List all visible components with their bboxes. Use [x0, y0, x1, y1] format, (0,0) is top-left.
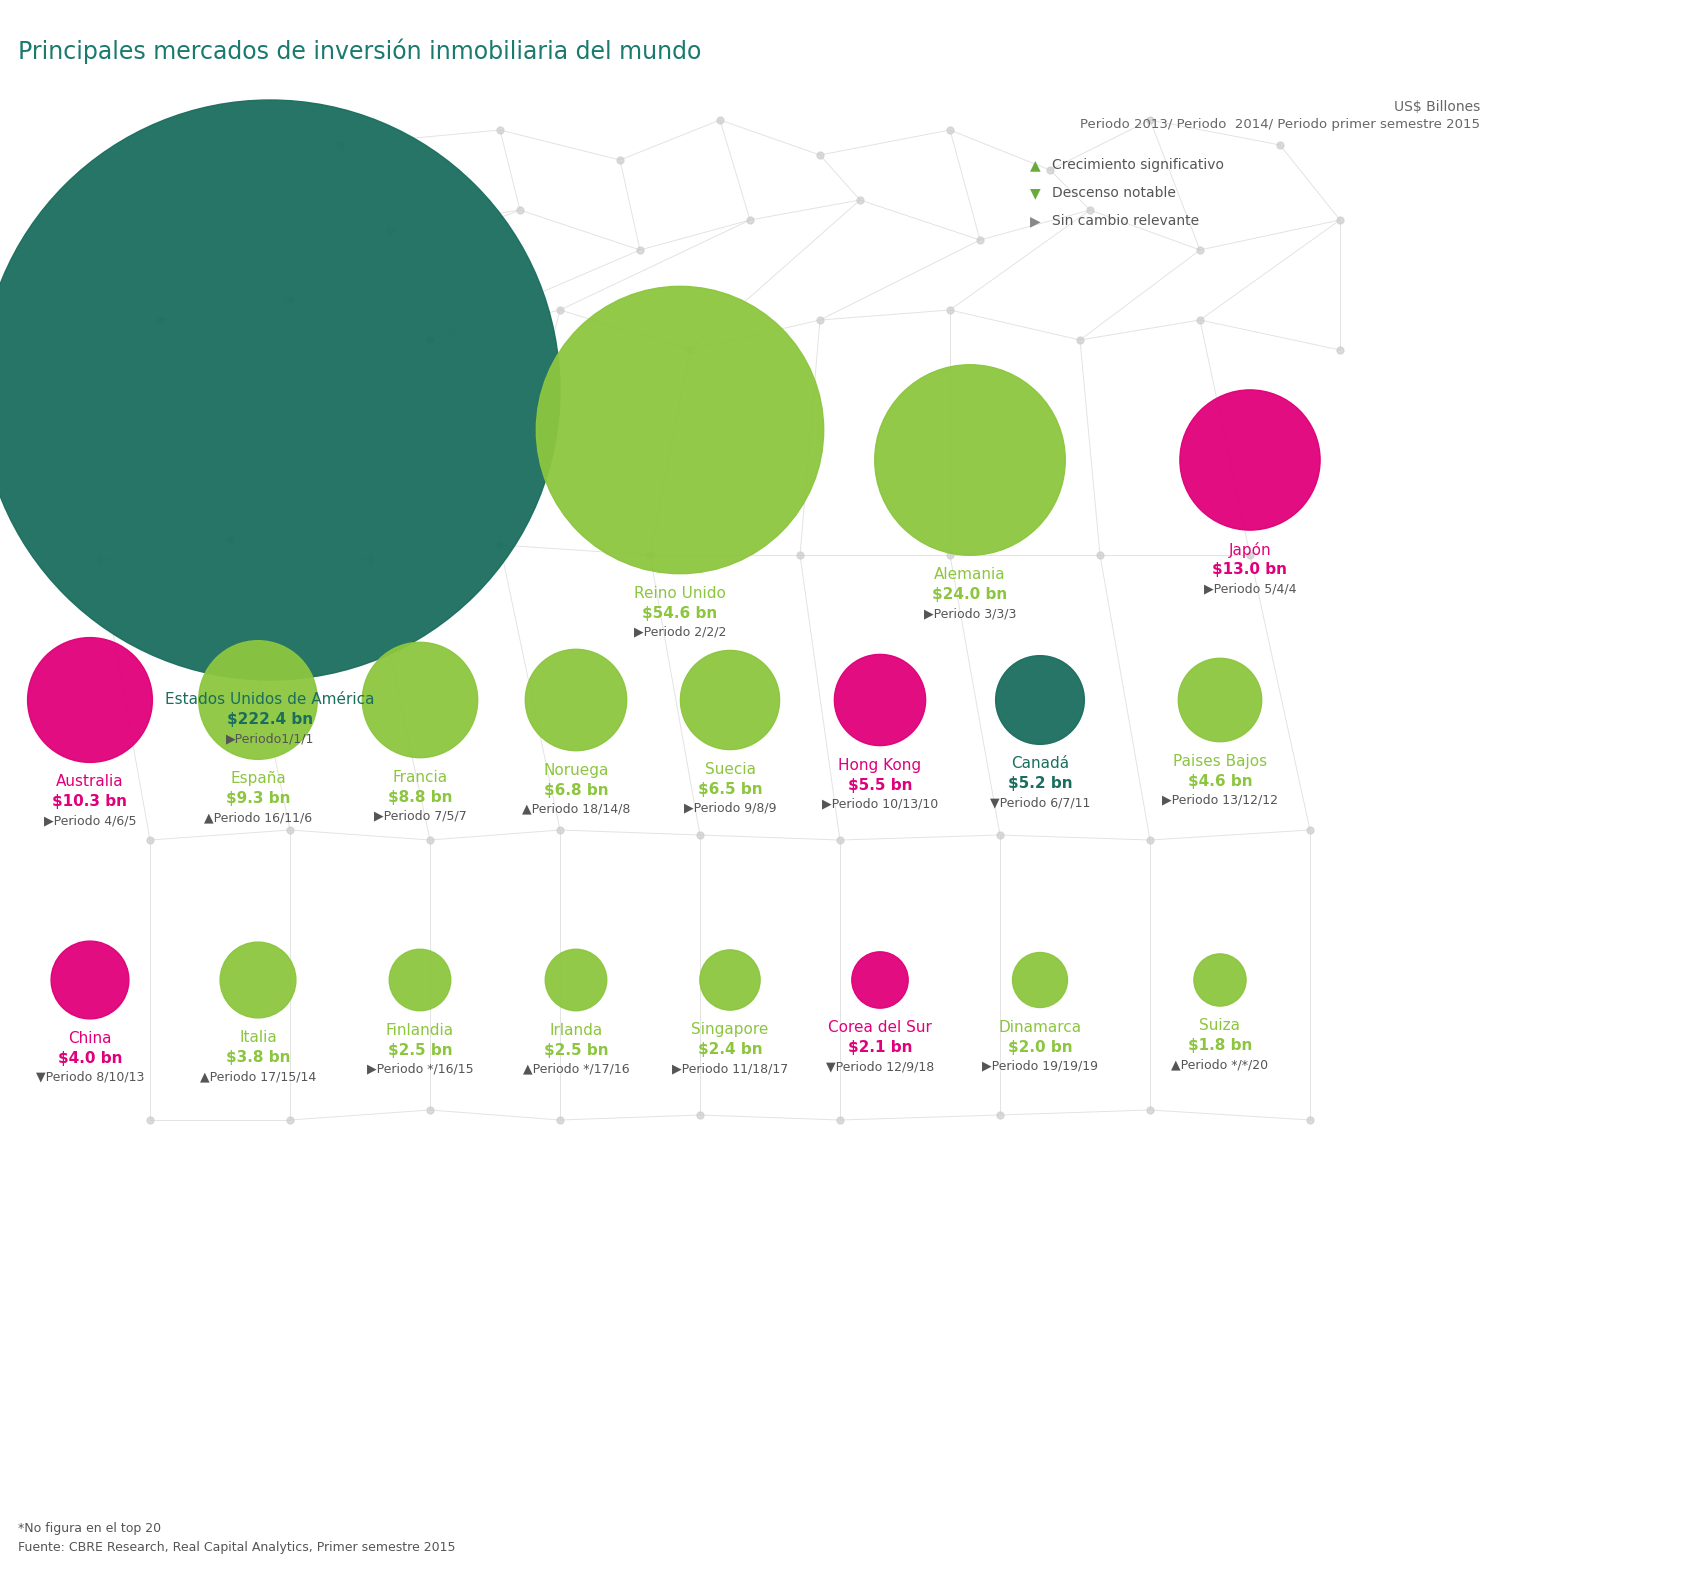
- Text: Irlanda: Irlanda: [549, 1023, 603, 1038]
- Text: $54.6 bn: $54.6 bn: [642, 606, 717, 621]
- Text: ▶Periodo 13/12/12: ▶Periodo 13/12/12: [1163, 793, 1278, 807]
- Text: China: China: [68, 1031, 112, 1046]
- Text: $2.4 bn: $2.4 bn: [698, 1042, 763, 1057]
- Text: Suiza: Suiza: [1200, 1019, 1241, 1033]
- Circle shape: [995, 656, 1085, 744]
- Text: ▶Periodo 7/5/7: ▶Periodo 7/5/7: [373, 809, 466, 823]
- Text: ▶Periodo 19/19/19: ▶Periodo 19/19/19: [981, 1060, 1098, 1072]
- Text: US$ Billones: US$ Billones: [1393, 99, 1480, 114]
- Text: Canadá: Canadá: [1010, 757, 1070, 771]
- Text: $5.2 bn: $5.2 bn: [1009, 776, 1073, 792]
- Text: $2.5 bn: $2.5 bn: [544, 1042, 609, 1058]
- Text: $6.8 bn: $6.8 bn: [544, 782, 609, 798]
- Text: ▶Periodo 5/4/4: ▶Periodo 5/4/4: [1203, 582, 1297, 595]
- Text: Finlandia: Finlandia: [386, 1023, 454, 1038]
- Text: ▼Periodo 6/7/11: ▼Periodo 6/7/11: [990, 796, 1090, 809]
- Text: Paises Bajos: Paises Bajos: [1173, 754, 1268, 768]
- Circle shape: [390, 949, 451, 1011]
- Text: $13.0 bn: $13.0 bn: [1212, 561, 1288, 577]
- Text: Principales mercados de inversión inmobiliaria del mundo: Principales mercados de inversión inmobi…: [19, 38, 702, 63]
- Text: Descenso notable: Descenso notable: [1053, 186, 1176, 200]
- Text: *No figura en el top 20: *No figura en el top 20: [19, 1522, 161, 1534]
- Text: Periodo 2013/ Periodo  2014/ Periodo primer semestre 2015: Periodo 2013/ Periodo 2014/ Periodo prim…: [1080, 118, 1480, 131]
- Text: Japón: Japón: [1229, 542, 1271, 558]
- Circle shape: [834, 654, 925, 746]
- Circle shape: [546, 949, 607, 1011]
- Circle shape: [0, 99, 559, 680]
- Text: $9.3 bn: $9.3 bn: [225, 792, 290, 806]
- Text: ▶Periodo 4/6/5: ▶Periodo 4/6/5: [44, 814, 136, 828]
- Text: Francia: Francia: [393, 770, 447, 785]
- Circle shape: [525, 650, 627, 751]
- Text: $4.0 bn: $4.0 bn: [58, 1050, 122, 1066]
- Circle shape: [220, 941, 297, 1017]
- Circle shape: [536, 287, 824, 574]
- Text: $1.8 bn: $1.8 bn: [1188, 1038, 1253, 1053]
- Text: Australia: Australia: [56, 774, 124, 790]
- Text: ▲Periodo 17/15/14: ▲Periodo 17/15/14: [200, 1069, 317, 1083]
- Text: $6.5 bn: $6.5 bn: [698, 782, 763, 796]
- Circle shape: [1180, 390, 1320, 530]
- Text: $2.0 bn: $2.0 bn: [1009, 1039, 1073, 1055]
- Text: Estados Unidos de América: Estados Unidos de América: [164, 692, 375, 706]
- Text: ▼Periodo 12/9/18: ▼Periodo 12/9/18: [825, 1060, 934, 1074]
- Text: ▲Periodo 16/11/6: ▲Periodo 16/11/6: [203, 811, 312, 825]
- Text: ▲Periodo */17/16: ▲Periodo */17/16: [522, 1063, 629, 1076]
- Circle shape: [1193, 954, 1246, 1006]
- Text: Reino Unido: Reino Unido: [634, 585, 725, 601]
- Text: ▶Periodo 3/3/3: ▶Periodo 3/3/3: [924, 607, 1017, 620]
- Text: Crecimiento significativo: Crecimiento significativo: [1053, 158, 1224, 172]
- Circle shape: [198, 640, 317, 759]
- Text: ▲: ▲: [1031, 158, 1041, 172]
- Text: $24.0 bn: $24.0 bn: [932, 587, 1007, 602]
- Circle shape: [27, 637, 153, 762]
- Text: $8.8 bn: $8.8 bn: [388, 790, 453, 804]
- Text: Hong Kong: Hong Kong: [839, 757, 922, 773]
- Circle shape: [680, 650, 780, 749]
- Text: ▶Periodo 2/2/2: ▶Periodo 2/2/2: [634, 626, 725, 639]
- Text: $2.5 bn: $2.5 bn: [388, 1042, 453, 1058]
- Text: $3.8 bn: $3.8 bn: [225, 1050, 290, 1064]
- Circle shape: [875, 364, 1064, 555]
- Circle shape: [363, 642, 478, 757]
- Text: $10.3 bn: $10.3 bn: [53, 795, 127, 809]
- Circle shape: [853, 953, 909, 1008]
- Text: Italia: Italia: [239, 1030, 276, 1046]
- Text: ▲Periodo 18/14/8: ▲Periodo 18/14/8: [522, 803, 631, 815]
- Text: Fuente: CBRE Research, Real Capital Analytics, Primer semestre 2015: Fuente: CBRE Research, Real Capital Anal…: [19, 1541, 456, 1553]
- Text: ▶Periodo */16/15: ▶Periodo */16/15: [366, 1063, 473, 1076]
- Text: Dinamarca: Dinamarca: [998, 1019, 1081, 1035]
- Text: $5.5 bn: $5.5 bn: [848, 777, 912, 793]
- Circle shape: [1012, 953, 1068, 1008]
- Text: Alemania: Alemania: [934, 568, 1005, 582]
- Text: $4.6 bn: $4.6 bn: [1188, 774, 1253, 788]
- Text: $2.1 bn: $2.1 bn: [848, 1041, 912, 1055]
- Text: ▶Periodo 10/13/10: ▶Periodo 10/13/10: [822, 798, 937, 811]
- Text: Singapore: Singapore: [692, 1022, 770, 1038]
- Text: ▶Periodo1/1/1: ▶Periodo1/1/1: [225, 732, 314, 744]
- Text: ▶Periodo 11/18/17: ▶Periodo 11/18/17: [671, 1063, 788, 1076]
- Text: ▼Periodo 8/10/13: ▼Periodo 8/10/13: [36, 1071, 144, 1083]
- Text: Noruega: Noruega: [544, 763, 609, 777]
- Text: ▲Periodo */*/20: ▲Periodo */*/20: [1171, 1058, 1268, 1071]
- Circle shape: [700, 949, 759, 1011]
- Text: Sin cambio relevante: Sin cambio relevante: [1053, 214, 1198, 229]
- Text: ▶: ▶: [1031, 214, 1041, 229]
- Text: España: España: [231, 771, 286, 787]
- Text: ▼: ▼: [1031, 186, 1041, 200]
- Text: ▶Periodo 9/8/9: ▶Periodo 9/8/9: [683, 801, 776, 815]
- Text: Suecia: Suecia: [705, 762, 756, 776]
- Text: Corea del Sur: Corea del Sur: [829, 1020, 932, 1035]
- Text: $222.4 bn: $222.4 bn: [227, 711, 314, 727]
- Circle shape: [1178, 658, 1261, 741]
- Circle shape: [51, 941, 129, 1019]
